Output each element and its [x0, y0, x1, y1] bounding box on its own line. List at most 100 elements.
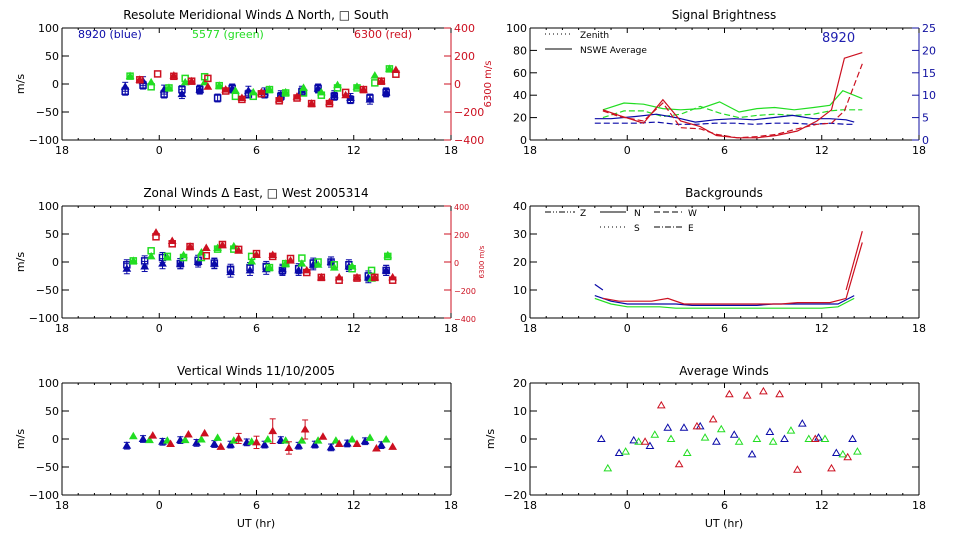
meridional-marker-square: [231, 92, 240, 101]
meridional-ytick-label: 100: [38, 22, 59, 35]
zonal-ytick-label: −50: [36, 284, 59, 297]
vertical-marker-triangle: [347, 435, 357, 443]
meridional-xtick-label: 18: [55, 144, 69, 157]
vertical-marker-triangle: [234, 433, 244, 442]
zonal-marker-square: [179, 253, 188, 262]
average-marker-triangle: [742, 391, 752, 399]
zonal-ytick-label: 50: [45, 228, 59, 241]
zonal-marker-square: [186, 242, 194, 251]
zonal-ytick-right-label: 400: [454, 203, 469, 212]
legend-label-w: W: [688, 209, 697, 219]
average-marker-triangle: [674, 459, 684, 468]
vertical-marker-triangle: [209, 439, 219, 448]
average-marker-triangle: [804, 434, 814, 442]
meridional-marker-square: [238, 95, 246, 104]
meridional-marker-square: [341, 88, 350, 97]
zonal-ytick-label: 100: [38, 200, 59, 213]
vertical-xtick-label: 18: [444, 499, 458, 512]
average-marker-triangle: [712, 437, 721, 445]
zonal-marker-square: [246, 263, 254, 272]
vertical-marker-triangle: [318, 432, 328, 440]
meridional-marker-square: [204, 74, 212, 83]
vertical-marker-triangle: [252, 437, 261, 446]
meridional-marker-triangle: [256, 87, 266, 96]
meridional-marker-triangle: [281, 87, 291, 96]
zonal-marker-square: [302, 268, 311, 277]
average-marker-triangle: [663, 423, 673, 431]
average-plot: 18 0 6 12 18 20 10 0 −10 −20: [504, 377, 926, 512]
average-marker-triangle: [853, 447, 862, 455]
zonal-marker-square: [163, 252, 172, 261]
zonal-xtick-label: 6: [253, 322, 260, 335]
zonal-marker-square: [281, 259, 290, 268]
legend-label-z: Z: [580, 209, 586, 219]
brightness-series-line: [602, 63, 863, 139]
backgrounds-ytick-label: 40: [513, 200, 527, 213]
zonal-marker-triangle: [383, 250, 393, 259]
vertical-marker-triangle: [263, 435, 273, 443]
zonal-marker-square: [123, 261, 131, 269]
meridional-marker-square: [265, 85, 274, 94]
average-marker-triangle: [765, 427, 775, 435]
zonal-ytick-right-label: −400: [454, 315, 476, 324]
brightness-series-line: [602, 89, 863, 113]
vertical-marker-triangle: [372, 444, 381, 452]
meridional-marker-square: [126, 72, 134, 80]
backgrounds-legend: Z N W S E: [545, 209, 697, 234]
backgrounds-series-line: [845, 231, 863, 291]
vertical-marker-triangle: [300, 424, 310, 433]
average-xtick-label: 18: [912, 499, 926, 512]
zonal-ytick-label: 0: [52, 256, 59, 269]
brightness-ytick-label: 100: [506, 22, 527, 35]
brightness-title: Signal Brightness: [672, 8, 777, 22]
vertical-marker-triangle: [310, 440, 320, 448]
meridional-xtick-label: 6: [253, 144, 260, 157]
average-marker-triangle: [734, 437, 744, 445]
brightness-ytick-right-label: 5: [922, 112, 929, 125]
zonal-marker-triangle: [247, 256, 257, 265]
meridional-ylabel: m/s: [14, 74, 27, 94]
meridional-marker-square: [307, 99, 316, 108]
meridional-title: Resolute Meridional Winds Δ North, □ Sou…: [123, 8, 389, 22]
meridional-marker-square: [147, 83, 155, 91]
zonal-marker-square: [252, 249, 261, 258]
zonal-marker-triangle: [146, 251, 156, 260]
zonal-marker-square: [210, 259, 219, 267]
zonal-xtick-label: 18: [444, 322, 458, 335]
average-marker-triangle: [596, 434, 606, 442]
average-marker-triangle: [614, 448, 624, 456]
zonal-ytick-right-label: 200: [454, 231, 469, 240]
meridional-marker-square: [165, 84, 173, 92]
average-marker-triangle: [810, 434, 820, 442]
zonal-marker-square: [317, 273, 326, 282]
vertical-xtick-label: 12: [347, 499, 361, 512]
vertical-marker-triangle: [284, 443, 294, 451]
meridional-marker-square: [153, 70, 162, 78]
vertical-marker-triangle: [122, 441, 132, 449]
zonal-marker-square: [388, 276, 397, 284]
meridional-marker-square: [392, 70, 400, 78]
vertical-marker-triangle: [388, 442, 398, 450]
average-ytick-label: −20: [504, 489, 527, 502]
meridional-ytick-label: −100: [29, 134, 59, 147]
meridional-marker-square: [293, 94, 301, 102]
vertical-marker-triangle: [352, 439, 362, 448]
meridional-xtick-label: 18: [444, 144, 458, 157]
average-marker-triangle: [621, 447, 630, 455]
meridional-marker-square: [221, 87, 230, 95]
average-marker-triangle: [645, 441, 655, 449]
meridional-marker-triangle: [352, 82, 362, 90]
meridional-marker-triangle: [169, 71, 179, 79]
zonal-marker-square: [140, 257, 149, 265]
average-ylabel: m/s: [484, 429, 497, 449]
vertical-ylabel: m/s: [14, 429, 27, 449]
vertical-marker-triangle: [247, 437, 257, 445]
meridional-marker-triangle: [221, 85, 231, 93]
zonal-xtick-label: 0: [156, 322, 163, 335]
vertical-marker-triangle: [148, 431, 158, 439]
average-marker-triangle: [640, 437, 650, 445]
vertical-title: Vertical Winds 11/10/2005: [177, 364, 335, 378]
average-ytick-label: 0: [520, 433, 527, 446]
